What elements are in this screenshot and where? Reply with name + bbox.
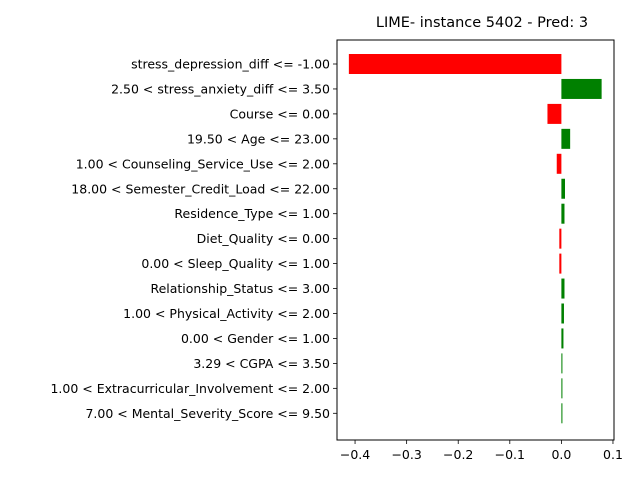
- y-tick-label: Relationship_Status <= 3.00: [150, 281, 330, 296]
- y-tick-label: 1.00 < Counseling_Service_Use <= 2.00: [76, 156, 330, 171]
- y-tick-label: 1.00 < Physical_Activity <= 2.00: [123, 306, 330, 321]
- y-tick-label: Residence_Type <= 1.00: [174, 206, 330, 221]
- bar-6: [561, 178, 565, 199]
- y-tick-label: stress_depression_diff <= -1.00: [131, 57, 330, 72]
- y-tick-label: Course <= 0.00: [230, 106, 330, 121]
- x-tick-label: −0.4: [340, 447, 370, 462]
- bar-10: [561, 278, 565, 299]
- bar-4: [561, 128, 571, 149]
- bar-1: [348, 54, 562, 74]
- bar-7: [561, 203, 565, 224]
- bar-3: [547, 103, 562, 124]
- x-tick-label: 0.1: [603, 447, 623, 462]
- bars-group: [348, 54, 602, 424]
- bar-8: [559, 228, 562, 249]
- bar-13: [561, 353, 563, 374]
- chart-title: LIME- instance 5402 - Pred: 3: [376, 15, 588, 31]
- y-tick-labels: stress_depression_diff <= -1.00 2.50 < st…: [50, 57, 337, 421]
- bar-9: [559, 253, 562, 274]
- x-tick-label: −0.2: [443, 447, 473, 462]
- y-tick-label: 18.00 < Semester_Credit_Load <= 22.00: [71, 181, 330, 196]
- bar-2: [561, 78, 602, 99]
- x-tick-label: −0.3: [391, 447, 421, 462]
- bar-15: [561, 403, 563, 424]
- x-ticks: −0.4 −0.3 −0.2 −0.1 0.0 0.1: [340, 440, 623, 462]
- y-tick-label: 7.00 < Mental_Severity_Score <= 9.50: [85, 406, 330, 421]
- y-tick-label: 0.00 < Gender <= 1.00: [181, 331, 330, 346]
- x-tick-label: −0.1: [495, 447, 525, 462]
- y-tick-label: 2.50 < stress_anxiety_diff <= 3.50: [111, 81, 330, 96]
- plot-frame: [336, 39, 615, 441]
- y-tick-label: 0.00 < Sleep_Quality <= 1.00: [141, 256, 330, 271]
- bar-12: [561, 328, 564, 349]
- y-tick-label: 19.50 < Age <= 23.00: [187, 131, 330, 146]
- y-tick-label: Diet_Quality <= 0.00: [197, 231, 330, 246]
- bar-11: [561, 303, 564, 324]
- y-tick-label: 1.00 < Extracurricular_Involvement <= 2.…: [50, 381, 330, 396]
- bar-14: [561, 378, 563, 399]
- y-tick-label: 3.29 < CGPA <= 3.50: [193, 356, 330, 371]
- bar-5: [556, 153, 562, 174]
- x-tick-label: 0.0: [551, 447, 571, 462]
